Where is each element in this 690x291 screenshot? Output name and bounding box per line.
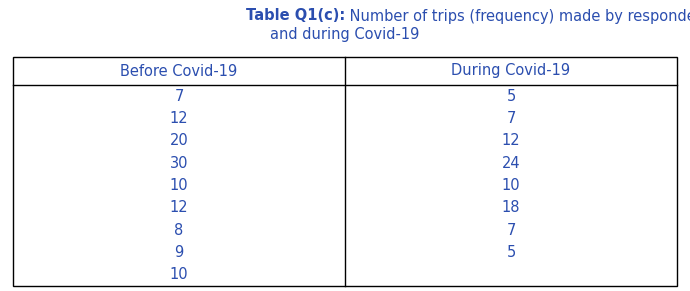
- Text: 30: 30: [170, 156, 188, 171]
- Text: 10: 10: [170, 178, 188, 193]
- Text: Before Covid-19: Before Covid-19: [120, 63, 237, 79]
- Text: 12: 12: [502, 133, 520, 148]
- Text: 10: 10: [502, 178, 520, 193]
- Text: 7: 7: [506, 223, 515, 238]
- Text: 12: 12: [170, 111, 188, 126]
- Text: 12: 12: [170, 200, 188, 215]
- Text: Table Q1(c):: Table Q1(c):: [246, 8, 345, 24]
- Text: 18: 18: [502, 200, 520, 215]
- Text: Number of trips (frequency) made by respondents per week before Covid-19: Number of trips (frequency) made by resp…: [345, 8, 690, 24]
- Bar: [13, 57, 677, 286]
- Text: 5: 5: [506, 245, 515, 260]
- Text: 20: 20: [170, 133, 188, 148]
- Text: 7: 7: [506, 111, 515, 126]
- Text: During Covid-19: During Covid-19: [451, 63, 571, 79]
- Text: 24: 24: [502, 156, 520, 171]
- Text: and during Covid-19: and during Covid-19: [270, 28, 420, 42]
- Text: 10: 10: [170, 267, 188, 282]
- Text: 7: 7: [175, 89, 184, 104]
- Text: 9: 9: [175, 245, 184, 260]
- Text: 5: 5: [506, 89, 515, 104]
- Text: 8: 8: [175, 223, 184, 238]
